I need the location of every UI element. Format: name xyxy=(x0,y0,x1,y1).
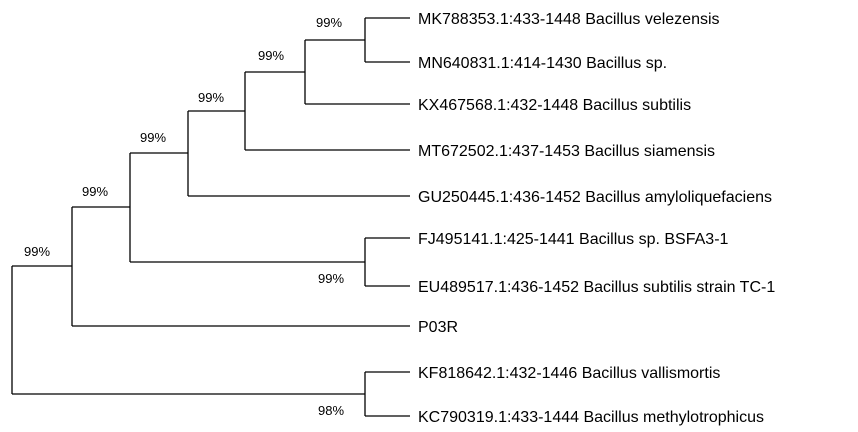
bootstrap-labels: 99% 99% 99% 99% 99% 99% 99% 98% xyxy=(24,15,344,418)
bootstrap-value: 99% xyxy=(24,244,50,259)
leaf-labels: MK788353.1:433-1448 Bacillus velezensis … xyxy=(418,11,775,426)
leaf-label: EU489517.1:436-1452 Bacillus subtilis st… xyxy=(418,279,775,296)
bootstrap-value: 99% xyxy=(316,15,342,30)
bootstrap-value: 99% xyxy=(318,271,344,286)
tree-branches xyxy=(11,17,410,417)
leaf-label: KF818642.1:432-1446 Bacillus vallismorti… xyxy=(418,365,720,382)
bootstrap-value: 99% xyxy=(258,48,284,63)
leaf-label: MK788353.1:433-1448 Bacillus velezensis xyxy=(418,11,720,28)
leaf-label: KX467568.1:432-1448 Bacillus subtilis xyxy=(418,97,691,114)
bootstrap-value: 99% xyxy=(82,184,108,199)
leaf-label: MN640831.1:414-1430 Bacillus sp. xyxy=(418,55,667,72)
leaf-label: KC790319.1:433-1444 Bacillus methylotrop… xyxy=(418,409,764,426)
leaf-label: MT672502.1:437-1453 Bacillus siamensis xyxy=(418,143,715,160)
leaf-label: GU250445.1:436-1452 Bacillus amyloliquef… xyxy=(418,189,772,206)
bootstrap-value: 99% xyxy=(198,90,224,105)
leaf-label: FJ495141.1:425-1441 Bacillus sp. BSFA3-1 xyxy=(418,231,729,248)
leaf-label: P03R xyxy=(418,319,458,336)
bootstrap-value: 99% xyxy=(140,130,166,145)
bootstrap-value: 98% xyxy=(318,403,344,418)
